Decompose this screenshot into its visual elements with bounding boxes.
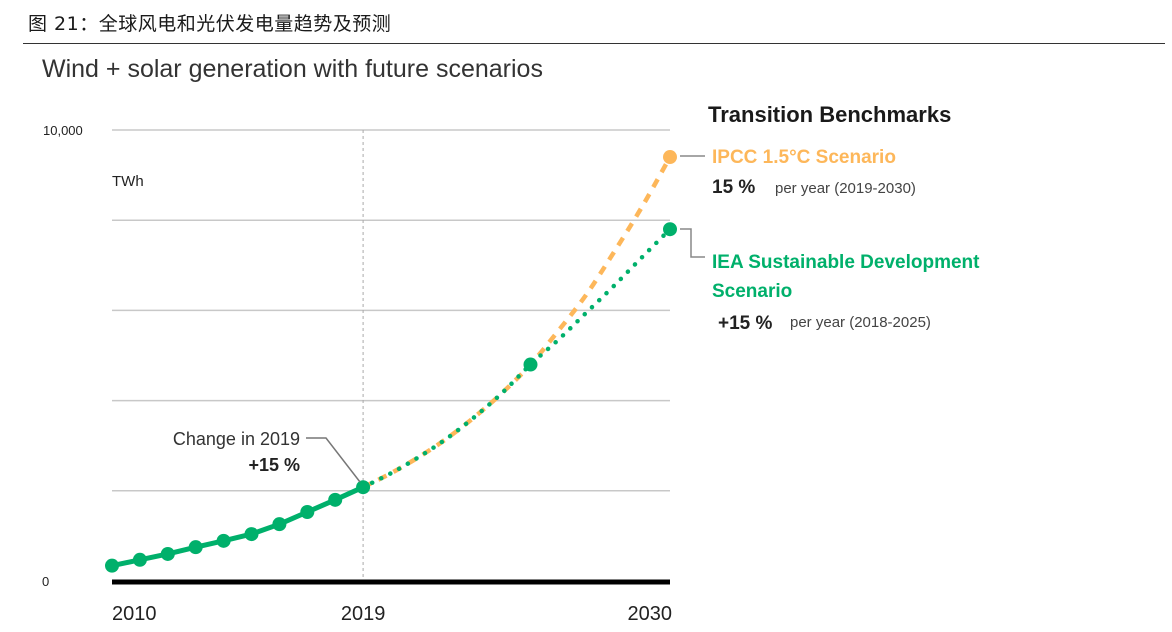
data-point-iea-sustainable-development-scenario-2025 <box>523 357 538 372</box>
data-point-historical-2013 <box>188 540 203 555</box>
x-tick-label-2010: 2010 <box>112 603 157 625</box>
y-axis-unit-label: TWh <box>112 173 144 190</box>
gridlines <box>112 129 670 492</box>
data-point-historical-2015 <box>244 527 259 542</box>
data-point-ipcc-1-5-c-scenario-2030 <box>663 150 677 165</box>
iea-rate: +15 % <box>718 313 773 334</box>
chart-title: Wind + solar generation with future scen… <box>42 55 543 83</box>
ipcc-rate: 15 % <box>712 177 755 198</box>
data-point-historical-2011 <box>132 552 147 567</box>
data-point-historical-2012 <box>160 546 175 561</box>
annotation-change-label: Change in 2019 <box>173 429 300 449</box>
y-tick-label-0: 0 <box>42 574 49 589</box>
series-line-iea-sustainable-development-scenario <box>360 226 673 490</box>
annotation-change-2019: Change in 2019 +15 % <box>173 429 361 483</box>
data-point-historical-2019 <box>356 480 371 495</box>
annotation-change-leader <box>306 437 361 483</box>
data-point-historical-2014 <box>216 533 231 548</box>
data-point-historical-2018 <box>328 492 343 507</box>
annotation-change-value: +15 % <box>248 455 300 475</box>
iea-leader <box>680 228 705 258</box>
figure-caption: 图 21：全球风电和光伏发电量趋势及预测 <box>28 13 392 35</box>
iea-label-line2: Scenario <box>712 281 792 302</box>
x-tick-labels: 2010 2019 2030 <box>112 603 672 625</box>
y-tick-labels: 0 10,000 <box>42 123 83 589</box>
caption-divider <box>23 43 1165 44</box>
series-line-historical <box>111 484 365 569</box>
x-tick-label-2019: 2019 <box>341 603 386 625</box>
data-point-iea-sustainable-development-scenario-2030 <box>663 222 677 237</box>
ipcc-label: IPCC 1.5°C Scenario <box>712 147 896 168</box>
iea-label-line1: IEA Sustainable Development <box>712 252 980 273</box>
ipcc-rate-note: per year (2019-2030) <box>775 180 916 197</box>
iea-rate-note: per year (2018-2025) <box>790 314 931 331</box>
series-line-ipcc-1-5-c-scenario <box>362 155 672 490</box>
data-point-historical-2016 <box>272 517 287 532</box>
benchmarks-title: Transition Benchmarks <box>708 102 951 127</box>
series-group <box>105 150 677 573</box>
data-point-historical-2010 <box>105 558 119 573</box>
y-tick-label-10000: 10,000 <box>43 123 83 138</box>
x-tick-label-2030: 2030 <box>628 603 673 625</box>
data-point-historical-2017 <box>300 504 315 519</box>
